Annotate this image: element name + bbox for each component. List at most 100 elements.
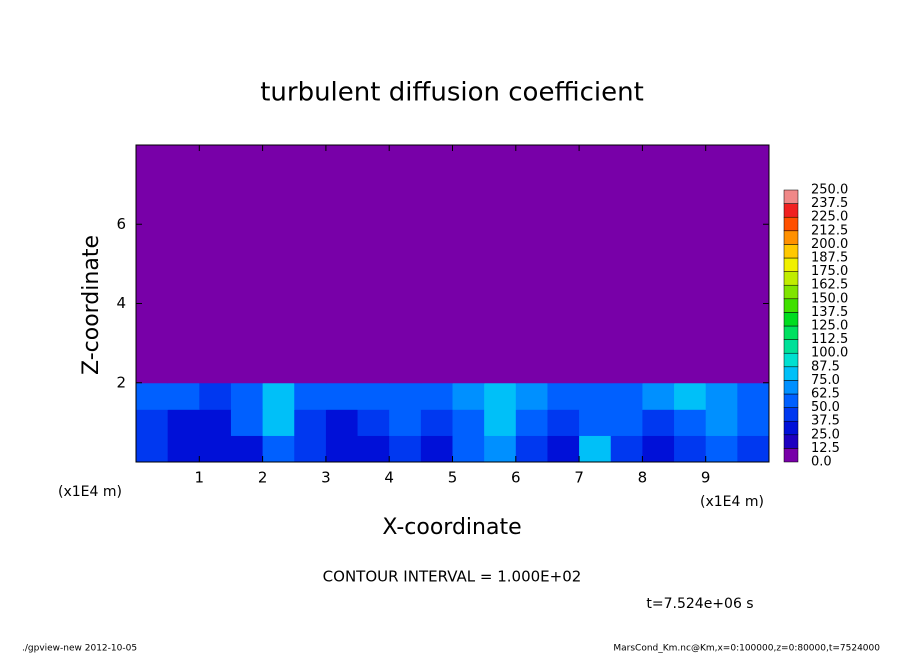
cell (167, 409, 200, 436)
cell (484, 145, 517, 384)
colorbar-swatch (783, 230, 799, 245)
cell (389, 409, 422, 436)
x-axis-label: X-coordinate (382, 515, 521, 540)
cell (357, 382, 390, 410)
cell (705, 145, 738, 384)
cell (484, 409, 517, 436)
cell (230, 409, 264, 436)
colorbar-label: 87.5 (811, 359, 840, 374)
colorbar-label: 162.5 (811, 278, 848, 293)
cell (262, 382, 295, 410)
cell (325, 145, 359, 384)
y-axis-label: Z-coordinate (79, 235, 104, 375)
colorbar-label: 250.0 (811, 183, 848, 198)
cell (515, 435, 548, 463)
cell (389, 382, 422, 410)
y-tick-label: 2 (116, 373, 126, 391)
cell (579, 382, 612, 410)
cell (294, 435, 327, 463)
cell (452, 435, 485, 463)
time-label: t=7.524e+06 s (646, 596, 753, 612)
cell (262, 409, 295, 436)
cell (262, 435, 295, 463)
cell (230, 145, 264, 384)
cell (452, 382, 485, 410)
cell (515, 145, 548, 384)
colorbar-swatch (783, 380, 799, 395)
colorbar-swatch (783, 339, 799, 354)
colorbar-label: 200.0 (811, 237, 848, 252)
colorbar-swatch (783, 298, 799, 313)
colorbar-swatch (783, 189, 799, 204)
cell (674, 145, 707, 384)
cell (357, 435, 390, 463)
cell (642, 435, 675, 463)
colorbar-swatch (783, 271, 799, 286)
cell (547, 435, 580, 463)
cell (452, 409, 485, 436)
x-tick-label: 9 (701, 469, 711, 487)
x-tick-label: 4 (384, 469, 394, 487)
cell (705, 409, 738, 436)
colorbar-label: 237.5 (811, 196, 848, 211)
x-tick-label: 2 (258, 469, 268, 487)
colorbar-label: 37.5 (811, 414, 840, 429)
cell (357, 145, 390, 384)
colorbar-label: 225.0 (811, 210, 848, 225)
cell (674, 435, 707, 463)
cell (515, 382, 548, 410)
cell (420, 145, 453, 384)
colorbar-swatch (783, 448, 799, 463)
cell (294, 409, 327, 436)
colorbar-swatch (783, 352, 799, 368)
chart-title: turbulent diffusion coefficient (260, 78, 644, 108)
colorbar-label: 0.0 (811, 455, 832, 470)
cell (136, 435, 169, 463)
footer-left: ./gpview-new 2012-10-05 (22, 644, 137, 654)
colorbar-label: 112.5 (811, 332, 848, 347)
cell (230, 382, 264, 410)
x-unit-right: (x1E4 m) (700, 494, 764, 510)
cell (642, 145, 675, 384)
cell (610, 382, 643, 410)
colorbar-swatch (783, 420, 799, 436)
cell (136, 145, 169, 384)
colorbar-swatch (783, 434, 799, 449)
colorbar-swatch (783, 203, 799, 218)
colorbar-label: 75.0 (811, 373, 840, 388)
colorbar-swatch (783, 216, 799, 232)
cell (610, 145, 643, 384)
y-tick-label: 6 (116, 215, 126, 233)
colorbar-label: 137.5 (811, 305, 848, 320)
cell (484, 435, 517, 463)
cell (167, 435, 200, 463)
x-tick-label: 1 (195, 469, 205, 487)
cell (579, 145, 612, 384)
colorbar-label: 150.0 (811, 291, 848, 306)
cell (357, 409, 390, 436)
cell (610, 409, 643, 436)
colorbar-swatch (783, 366, 799, 381)
cell (737, 382, 770, 410)
cell (230, 435, 264, 463)
cell (294, 382, 327, 410)
cell (515, 409, 548, 436)
colorbar-swatch (783, 407, 799, 422)
cell (579, 409, 612, 436)
colorbar-label: 125.0 (811, 319, 848, 334)
x-tick-label: 6 (511, 469, 521, 487)
cell (705, 382, 738, 410)
colorbar-swatch (783, 312, 799, 327)
cell (389, 145, 422, 384)
cell (136, 382, 169, 410)
cell (325, 409, 359, 436)
cell (294, 145, 327, 384)
cell (547, 409, 580, 436)
cell (167, 382, 200, 410)
colorbar-label: 50.0 (811, 400, 840, 415)
cell (199, 435, 232, 463)
cell (325, 382, 359, 410)
cell (325, 435, 359, 463)
x-unit-left: (x1E4 m) (58, 484, 122, 500)
